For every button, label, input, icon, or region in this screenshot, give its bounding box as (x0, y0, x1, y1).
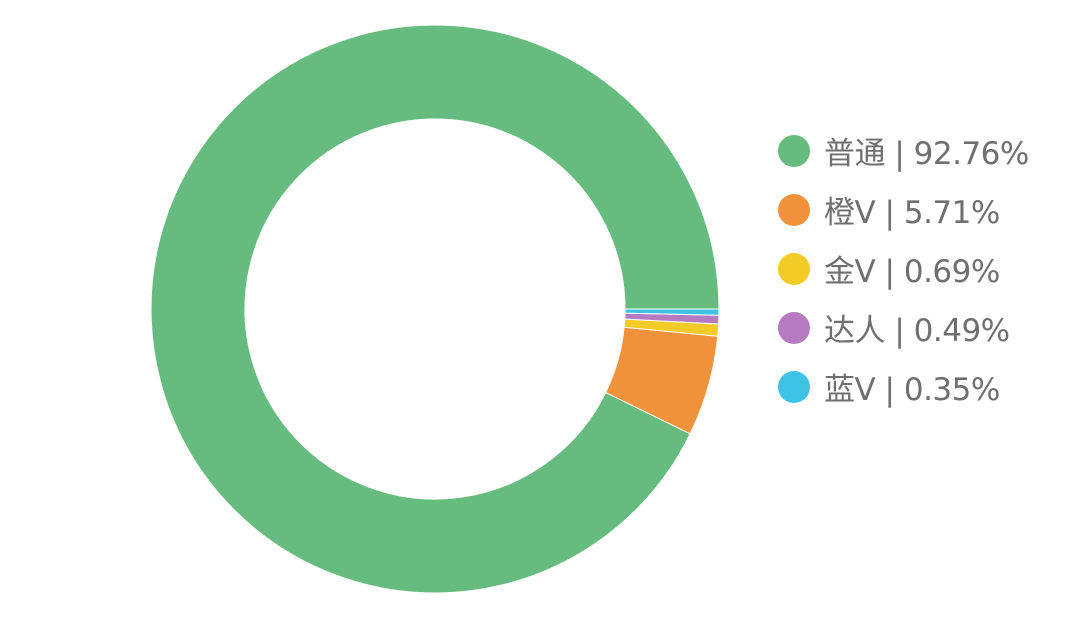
legend-label: 普通 | 92.76% (824, 136, 1029, 172)
legend-swatch-icon (778, 193, 810, 226)
donut-slice-0[interactable] (150, 24, 720, 594)
legend-label: 蓝V | 0.35% (824, 372, 1000, 408)
legend-label: 金V | 0.69% (824, 254, 1000, 290)
chart-legend: 普通 | 92.76% 橙V | 5.71% 金V | 0.69% 达人 | 0… (778, 121, 1029, 416)
legend-item-blue-v[interactable]: 蓝V | 0.35% (778, 357, 1029, 416)
legend-swatch-icon (778, 134, 810, 167)
legend-swatch-icon (778, 311, 810, 344)
legend-item-putong[interactable]: 普通 | 92.76% (778, 121, 1029, 180)
legend-label: 橙V | 5.71% (824, 195, 1000, 231)
legend-swatch-icon (778, 370, 810, 403)
donut-slice-4[interactable] (624, 308, 720, 316)
legend-label: 达人 | 0.49% (824, 313, 1010, 349)
legend-swatch-icon (778, 252, 810, 285)
legend-item-orange-v[interactable]: 橙V | 5.71% (778, 180, 1029, 239)
legend-item-gold-v[interactable]: 金V | 0.69% (778, 239, 1029, 298)
legend-item-daren[interactable]: 达人 | 0.49% (778, 298, 1029, 357)
